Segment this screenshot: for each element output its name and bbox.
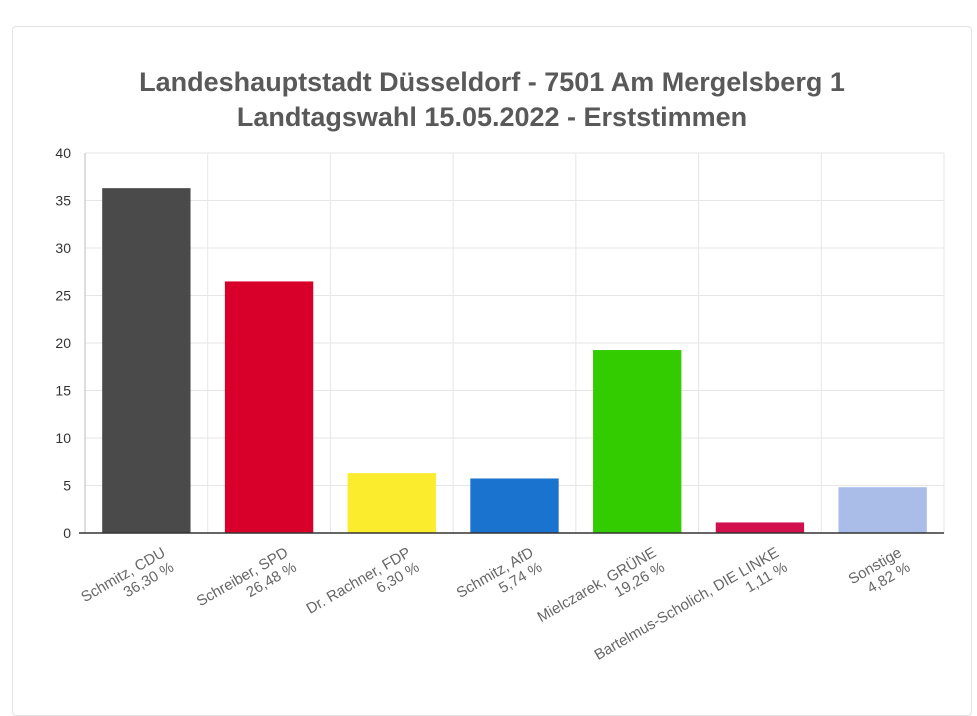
x-category-label: Schmitz, AfD5,74 % xyxy=(454,544,545,616)
bar xyxy=(593,350,682,533)
x-category-label: Schmitz, CDU36,30 % xyxy=(78,544,177,621)
axes xyxy=(79,153,944,534)
grid xyxy=(84,152,945,533)
y-tick-label: 10 xyxy=(55,430,71,446)
y-tick-label: 40 xyxy=(55,145,71,161)
y-tick-label: 25 xyxy=(55,288,71,304)
bars xyxy=(102,188,927,533)
bar xyxy=(470,478,559,533)
bar xyxy=(838,487,927,533)
x-category-label: Dr. Rachner, FDP6,30 % xyxy=(303,544,422,632)
y-tick-label: 20 xyxy=(55,335,71,351)
chart-title-line-2: Landtagswahl 15.05.2022 - Erststimmen xyxy=(237,102,747,132)
chart-title-line-1: Landeshauptstadt Düsseldorf - 7501 Am Me… xyxy=(139,67,845,97)
bar xyxy=(224,281,314,533)
x-category-label: Sonstige4,82 % xyxy=(846,544,914,603)
y-tick-label: 35 xyxy=(55,193,71,209)
y-tick-label: 5 xyxy=(63,478,71,494)
bar xyxy=(347,473,436,533)
bar xyxy=(715,522,805,533)
x-category-label: Schreiber, SPD26,48 % xyxy=(194,544,300,625)
y-tick-label: 15 xyxy=(55,383,71,399)
x-axis-labels: Schmitz, CDU36,30 % Schreiber, SPD26,48 %… xyxy=(78,543,914,664)
y-axis-ticks: 0 5 10 15 20 25 30 35 40 xyxy=(55,145,71,541)
y-tick-label: 30 xyxy=(55,240,71,256)
bar xyxy=(102,188,191,533)
chart-title: Landeshauptstadt Düsseldorf - 7501 Am Me… xyxy=(139,67,845,132)
y-tick-label: 0 xyxy=(63,525,71,541)
